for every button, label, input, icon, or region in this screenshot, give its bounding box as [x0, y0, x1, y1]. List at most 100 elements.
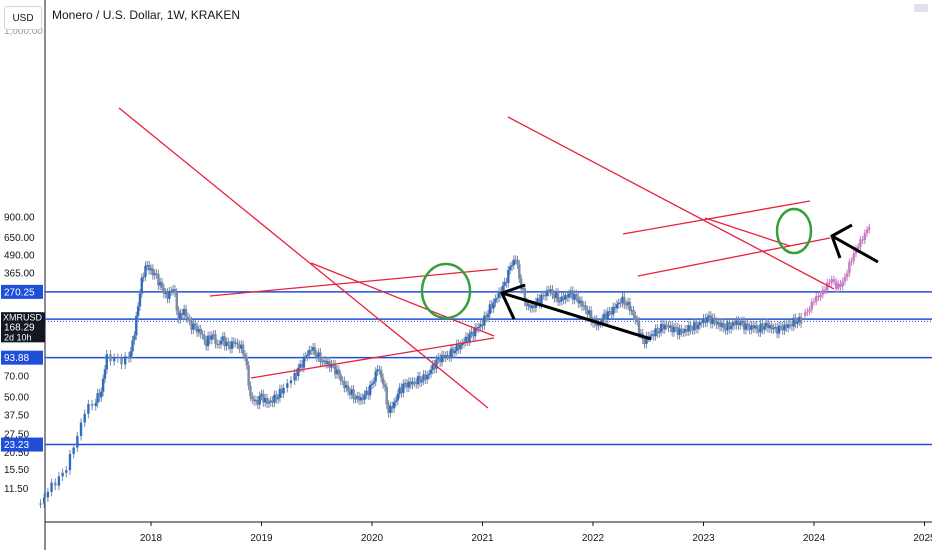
currency-button[interactable]: USD: [4, 6, 42, 30]
projection-candle: [841, 281, 844, 287]
candle-body: [761, 323, 764, 330]
candle-body: [295, 372, 298, 377]
candle-body: [182, 308, 186, 316]
x-tick-label: 2023: [692, 533, 715, 544]
candle-body: [225, 341, 228, 347]
candle-body: [569, 290, 573, 294]
candle-body: [475, 327, 479, 329]
candle-body: [685, 329, 689, 332]
level-badge: [1, 284, 43, 299]
candle-body: [146, 265, 149, 267]
y-tick-label: 490.00: [4, 250, 35, 261]
candle-body: [709, 315, 713, 324]
level-badge: [1, 437, 43, 452]
projection-candle: [868, 227, 871, 230]
trendline: [209, 268, 499, 297]
candle-body: [575, 294, 578, 298]
candle-body: [659, 323, 663, 332]
y-tick-label: 27.50: [4, 430, 29, 441]
candle-body: [265, 398, 269, 404]
candle-body: [753, 325, 757, 329]
candle-body: [341, 380, 344, 382]
x-tick-label: 2019: [250, 533, 273, 544]
x-tick-label: 2024: [803, 533, 826, 544]
candle-body: [133, 335, 136, 341]
candle-body: [378, 369, 381, 371]
candle-body: [494, 298, 497, 303]
projection-candle: [861, 239, 864, 241]
candle-body: [798, 317, 801, 322]
candle-body: [717, 322, 720, 325]
candle-body: [772, 328, 775, 330]
arrow-head: [830, 223, 853, 259]
candle-body: [521, 288, 525, 290]
candle-body: [210, 335, 213, 340]
candle-body: [529, 304, 532, 309]
candle-body: [584, 305, 587, 310]
candle-body: [514, 259, 517, 261]
candle-body: [519, 278, 523, 290]
candle-body: [381, 377, 385, 385]
candle-body: [330, 364, 333, 368]
candle-body: [752, 325, 755, 329]
candle-body: [468, 333, 471, 342]
candle-body: [580, 300, 584, 307]
candle-body: [497, 291, 501, 298]
candle-body: [610, 311, 613, 315]
candle-body: [531, 305, 534, 309]
candle-body: [135, 316, 138, 336]
candle-body: [131, 340, 134, 352]
candle-body: [94, 402, 97, 407]
arrow-head: [499, 283, 526, 320]
candle-body: [665, 324, 668, 326]
candle-body: [426, 375, 429, 380]
projection-candle: [857, 246, 860, 249]
candle-body: [571, 290, 574, 300]
candle-body: [702, 318, 705, 324]
candle-body: [234, 342, 237, 344]
candle-body: [273, 394, 276, 403]
candle-body: [127, 356, 131, 358]
candle-body: [324, 360, 328, 364]
candle-body: [711, 317, 714, 324]
projection-candle: [845, 273, 849, 277]
projection-candle: [850, 260, 853, 263]
candle-body: [466, 336, 469, 342]
candle-body: [735, 320, 738, 326]
candle-body: [343, 380, 346, 388]
x-tick-label: 2020: [361, 533, 384, 544]
candle-body: [149, 268, 153, 271]
candle-body: [490, 304, 493, 309]
candle-body: [545, 290, 549, 297]
candle-body: [538, 298, 541, 305]
candle-body: [602, 313, 606, 319]
candle-body: [451, 348, 455, 354]
chart-title: Monero / U.S. Dollar, 1W, KRAKEN: [52, 8, 241, 22]
candle-body: [527, 304, 530, 306]
candle-body: [345, 385, 348, 388]
candle-body: [192, 323, 195, 330]
candle-body: [617, 302, 620, 305]
candle-body: [461, 343, 464, 345]
candle-body: [613, 306, 617, 309]
candle-body: [750, 325, 753, 330]
candle-body: [628, 301, 632, 311]
candle-body: [438, 357, 442, 363]
last-price-value: 168.29: [4, 322, 35, 333]
candle-body: [787, 324, 790, 328]
candle-body: [643, 339, 646, 344]
candle-body: [440, 355, 444, 363]
candle-body: [729, 326, 733, 329]
candle-body: [479, 324, 482, 327]
candle-body: [394, 400, 398, 403]
settings-icon[interactable]: [914, 4, 928, 12]
candle-body: [740, 320, 744, 323]
candle-body: [431, 364, 434, 370]
projection-candle: [810, 301, 813, 310]
candle-body: [796, 321, 799, 324]
candle-body: [65, 470, 68, 473]
projection-candle: [828, 282, 831, 284]
candle-body: [96, 393, 99, 403]
